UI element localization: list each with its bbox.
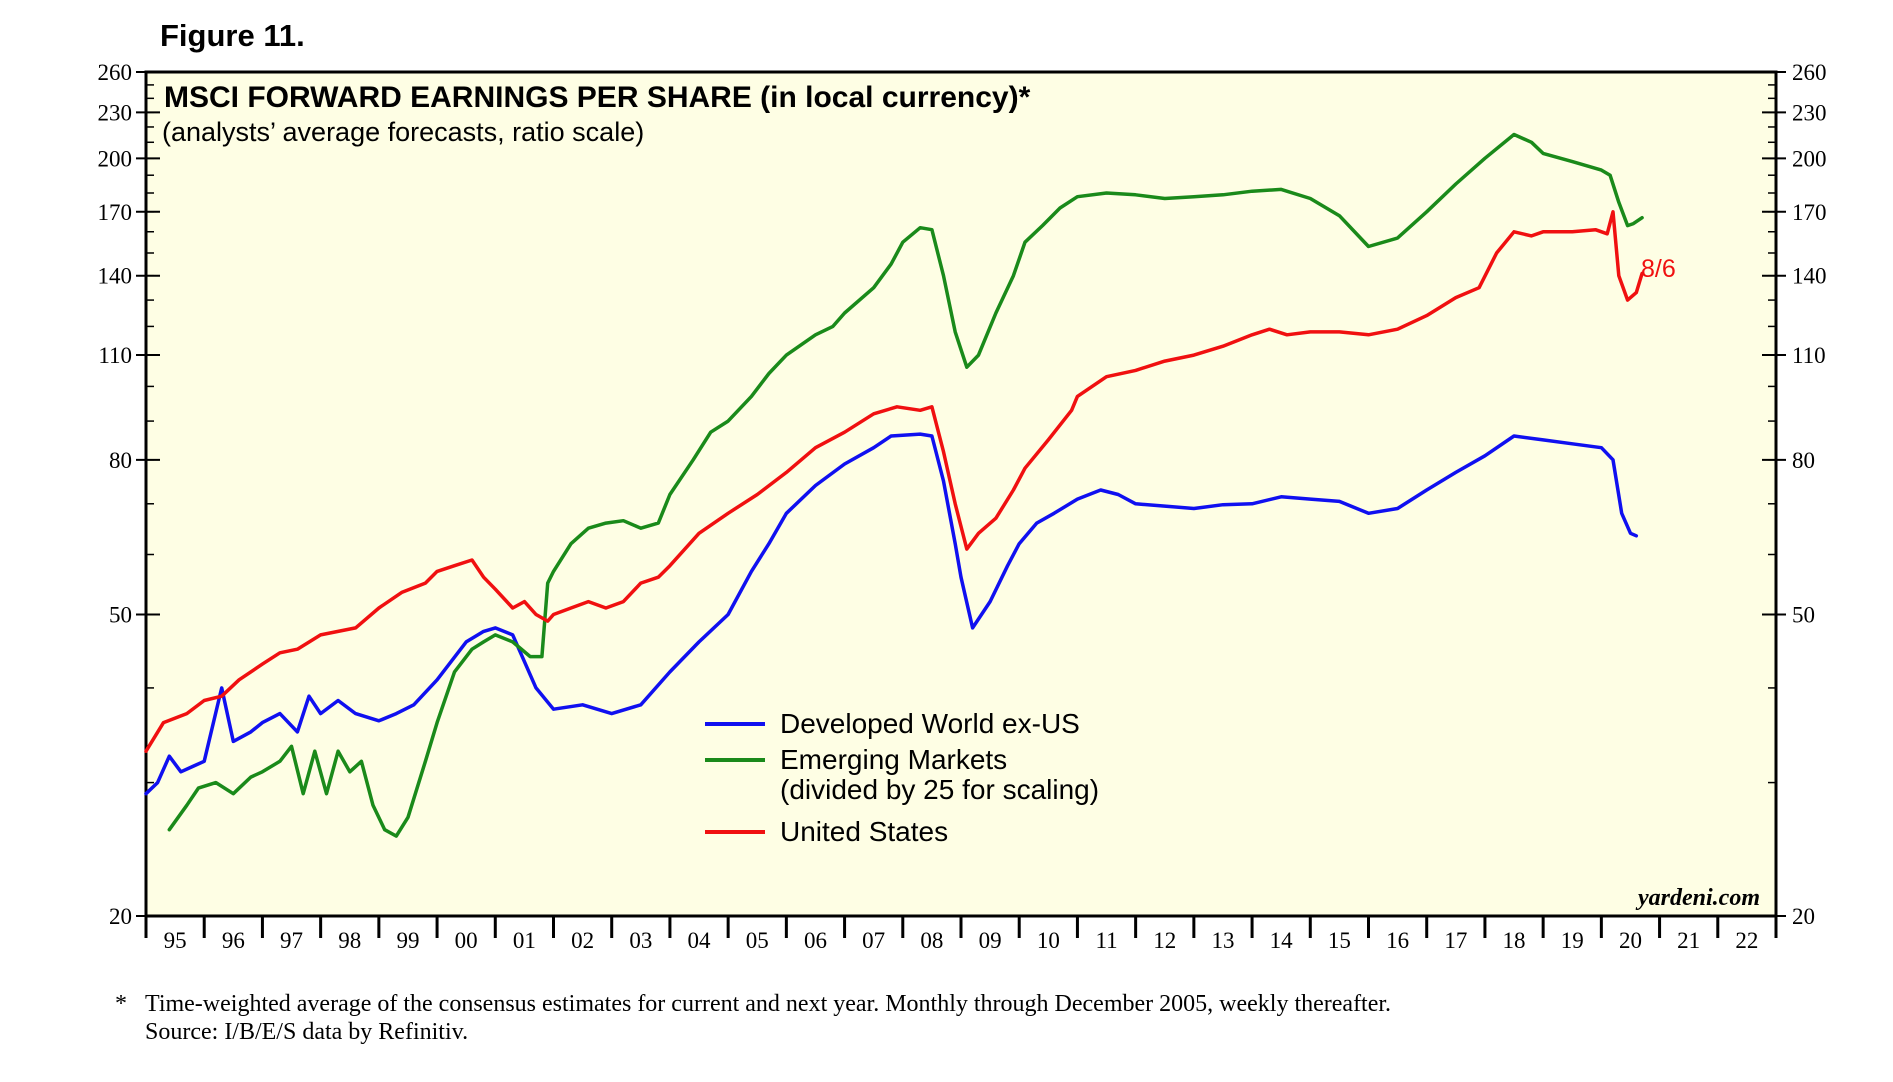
x-tick-label: 15 <box>1328 928 1351 953</box>
y-tick-label-left: 110 <box>98 343 132 368</box>
x-tick-label: 16 <box>1386 928 1409 953</box>
x-tick-label: 02 <box>571 928 594 953</box>
legend: Developed World ex-US Emerging Markets (d… <box>705 708 1099 847</box>
y-tick-label-left: 200 <box>98 146 133 171</box>
y-tick-label-right: 170 <box>1792 200 1827 225</box>
legend-label-emerging-line2: (divided by 25 for scaling) <box>780 774 1099 805</box>
y-tick-label-left: 140 <box>98 264 133 289</box>
chart-subtitle: (analysts’ average forecasts, ratio scal… <box>162 117 644 147</box>
x-tick-label: 20 <box>1619 928 1642 953</box>
x-tick-label: 13 <box>1211 928 1234 953</box>
x-tick-label: 03 <box>629 928 652 953</box>
x-tick-label: 98 <box>338 928 361 953</box>
x-tick-label: 00 <box>455 928 478 953</box>
x-tick-label: 05 <box>746 928 769 953</box>
y-tick-label-left: 80 <box>109 448 132 473</box>
x-tick-label: 17 <box>1444 928 1467 953</box>
x-tick-label: 09 <box>979 928 1002 953</box>
x-tick-label: 11 <box>1095 928 1117 953</box>
series-line-developed <box>144 432 1639 796</box>
series-line-us <box>144 210 1644 753</box>
end-annotation: 8/6 <box>1641 255 1676 283</box>
y-tick-label-left: 50 <box>109 602 132 627</box>
y-tick-label-left: 260 <box>98 60 133 85</box>
x-tick-label: 99 <box>396 928 419 953</box>
footnote-line1: Time-weighted average of the consensus e… <box>145 991 1392 1017</box>
y-tick-label-right: 260 <box>1792 60 1827 85</box>
x-tick-label: 04 <box>688 928 712 953</box>
x-tick-label: 95 <box>164 928 187 953</box>
y-tick-label-right: 230 <box>1792 100 1827 125</box>
series-line-emerging <box>167 132 1644 838</box>
x-tick-label: 19 <box>1561 928 1584 953</box>
series-layer <box>144 132 1644 838</box>
footnote-line2: Source: I/B/E/S data by Refinitiv. <box>145 1019 469 1045</box>
x-tick-label: 06 <box>804 928 827 953</box>
figure-label: Figure 11. <box>160 18 305 53</box>
y-tick-label-left: 230 <box>98 100 133 125</box>
y-tick-label-right: 20 <box>1792 904 1815 929</box>
y-tick-label-right: 80 <box>1792 448 1815 473</box>
y-tick-label-right: 50 <box>1792 602 1815 627</box>
y-tick-label-right: 140 <box>1792 264 1827 289</box>
footnote-marker: * <box>115 991 127 1017</box>
x-tick-label: 22 <box>1735 928 1758 953</box>
x-tick-label: 96 <box>222 928 245 953</box>
x-tick-label: 21 <box>1677 928 1700 953</box>
x-tick-label: 14 <box>1270 928 1294 953</box>
legend-label-emerging-line1: Emerging Markets <box>780 744 1007 775</box>
plot-background <box>144 70 1778 918</box>
legend-label-emerging: Emerging Markets (divided by 25 for scali… <box>780 744 1099 805</box>
watermark: yardeni.com <box>1635 885 1760 911</box>
y-tick-label-left: 170 <box>98 200 133 225</box>
x-tick-label: 01 <box>513 928 536 953</box>
x-tick-label: 08 <box>920 928 943 953</box>
legend-label-us: United States <box>780 816 948 847</box>
x-tick-label: 07 <box>862 928 885 953</box>
chart-title: MSCI FORWARD EARNINGS PER SHARE (in loca… <box>164 81 1031 114</box>
y-tick-label-right: 110 <box>1792 343 1826 368</box>
x-tick-label: 18 <box>1503 928 1526 953</box>
legend-label-developed: Developed World ex-US <box>780 708 1080 739</box>
y-tick-label-right: 200 <box>1792 146 1827 171</box>
x-tick-label: 97 <box>280 928 303 953</box>
y-tick-label-left: 20 <box>109 904 132 929</box>
x-tick-label: 10 <box>1037 928 1060 953</box>
x-tick-label: 12 <box>1153 928 1176 953</box>
footnote: * Time-weighted average of the consensus … <box>115 990 1391 1046</box>
